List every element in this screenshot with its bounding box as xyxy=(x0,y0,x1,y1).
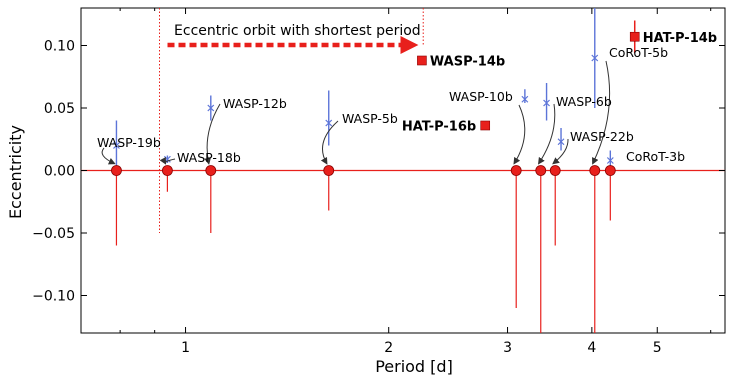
circular-marker-wasp-10b xyxy=(510,165,522,176)
circular-marker-wasp-19b xyxy=(111,165,122,176)
eccentric-marker-hat-p-14b xyxy=(629,31,640,42)
eccentric-marker-hat-p-16b xyxy=(480,120,491,131)
x-tick-label-3: 3 xyxy=(503,340,512,356)
label-wasp-10b: WASP-10b xyxy=(449,89,513,104)
label-wasp-5b: WASP-5b xyxy=(342,111,398,126)
arrow-wasp-12b xyxy=(204,103,221,165)
previous-estimates-group xyxy=(113,8,614,171)
previous-marker-wasp-12b xyxy=(207,104,215,112)
previous-marker-wasp-19b xyxy=(113,142,120,149)
y-tick-label: 0.10 xyxy=(44,39,75,55)
arrow-wasp-5b xyxy=(320,120,339,165)
y-axis-title: Eccentricity xyxy=(6,125,25,219)
upper-limit-group xyxy=(115,170,611,333)
label-wasp-22b: WASP-22b xyxy=(570,129,634,144)
previous-marker-corot-3b xyxy=(606,157,614,164)
arrow-wasp-19b xyxy=(101,147,116,165)
x-tick-label-4: 4 xyxy=(587,340,596,356)
circular-marker-wasp-22b xyxy=(549,165,561,176)
x-axis-ticks: 1 2 3 4 5 xyxy=(80,8,712,356)
label-hat-p-14b: HAT-P-14b xyxy=(643,31,717,46)
previous-marker-wasp-5b xyxy=(325,119,333,127)
x-tick-label-1: 1 xyxy=(181,340,190,356)
annotation-text: Eccentric orbit with shortest period xyxy=(174,23,421,39)
y-tick-label: −0.10 xyxy=(32,289,75,305)
circular-marker-group xyxy=(111,165,616,176)
label-wasp-14b: WASP-14b xyxy=(430,55,505,70)
label-hat-p-16b: HAT-P-16b xyxy=(402,120,476,135)
y-tick-label: 0.05 xyxy=(44,101,75,117)
circular-marker-wasp-12b xyxy=(205,165,217,176)
y-tick-label: −0.05 xyxy=(32,226,75,242)
label-corot-5b: CoRoT-5b xyxy=(609,45,668,60)
circular-marker-corot-5b xyxy=(589,165,601,176)
eccentric-marker-wasp-14b xyxy=(417,55,427,66)
arrow-wasp-18b xyxy=(159,156,176,165)
label-wasp-18b: WASP-18b xyxy=(177,150,241,165)
circular-marker-wasp-6b xyxy=(535,165,547,176)
circular-marker-corot-3b xyxy=(604,165,616,176)
arrow-wasp-22b xyxy=(552,138,569,165)
arrow-corot-5b xyxy=(592,60,611,165)
previous-marker-wasp-10b xyxy=(521,95,529,103)
circular-marker-wasp-5b xyxy=(323,165,335,176)
arrow-wasp-6b xyxy=(537,103,556,165)
x-axis-title: Period [d] xyxy=(375,357,453,376)
eccentric-planets-group xyxy=(417,20,640,131)
circular-marker-wasp-18b xyxy=(162,165,173,176)
arrow-group xyxy=(101,60,611,165)
label-corot-3b: CoRoT-3b xyxy=(626,149,685,164)
annotation-group: Eccentric orbit with shortest period xyxy=(159,8,424,233)
y-axis-ticks: 0.10 0.05 0.00 −0.05 −0.10 xyxy=(32,39,725,305)
x-tick-label-5: 5 xyxy=(653,340,662,356)
previous-marker-wasp-22b xyxy=(557,138,565,146)
x-tick-label-2: 2 xyxy=(384,340,393,356)
previous-marker-wasp-6b xyxy=(543,99,550,107)
previous-marker-corot-5b xyxy=(591,54,599,62)
label-wasp-6b: WASP-6b xyxy=(556,94,612,109)
arrow-wasp-10b xyxy=(513,104,526,165)
label-wasp-12b: WASP-12b xyxy=(223,96,287,111)
point-label-group: WASP-19b WASP-18b WASP-12b WASP-5b WASP-10b W… xyxy=(97,31,717,165)
y-tick-label: 0.00 xyxy=(44,164,75,180)
label-wasp-19b: WASP-19b xyxy=(97,135,161,150)
